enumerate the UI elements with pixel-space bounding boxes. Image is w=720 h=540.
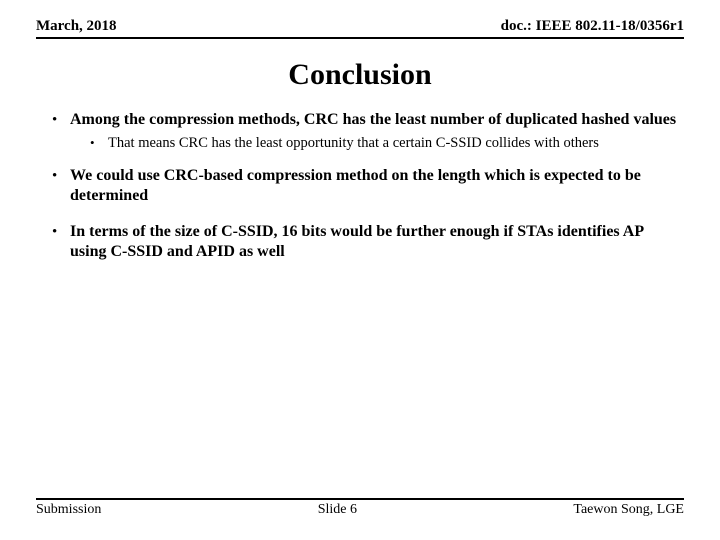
sub-bullet-text: That means CRC has the least opportunity… — [108, 134, 599, 152]
bullet-dot-icon: • — [48, 110, 70, 130]
header-date: March, 2018 — [36, 18, 117, 35]
bullet-text: We could use CRC-based compression metho… — [70, 166, 678, 206]
bullet-dot-icon: • — [48, 222, 70, 262]
bullet-item: • We could use CRC-based compression met… — [48, 166, 678, 206]
bullet-dot-icon: • — [88, 134, 108, 152]
slide-content: • Among the compression methods, CRC has… — [48, 110, 678, 266]
sub-bullet-item: • That means CRC has the least opportuni… — [88, 134, 678, 152]
bullet-dot-icon: • — [48, 166, 70, 206]
bullet-item: • In terms of the size of C-SSID, 16 bit… — [48, 222, 678, 262]
footer-author: Taewon Song, LGE — [573, 502, 684, 518]
footer-slide-number: Slide 6 — [101, 502, 573, 518]
slide-footer: Submission Slide 6 Taewon Song, LGE — [36, 498, 684, 518]
bullet-item: • Among the compression methods, CRC has… — [48, 110, 678, 130]
slide-title: Conclusion — [0, 58, 720, 92]
footer-submission: Submission — [36, 502, 101, 518]
header-doc-id: doc.: IEEE 802.11-18/0356r1 — [501, 18, 684, 35]
slide-header: March, 2018 doc.: IEEE 802.11-18/0356r1 — [36, 18, 684, 39]
bullet-text: Among the compression methods, CRC has t… — [70, 110, 676, 130]
bullet-text: In terms of the size of C-SSID, 16 bits … — [70, 222, 678, 262]
